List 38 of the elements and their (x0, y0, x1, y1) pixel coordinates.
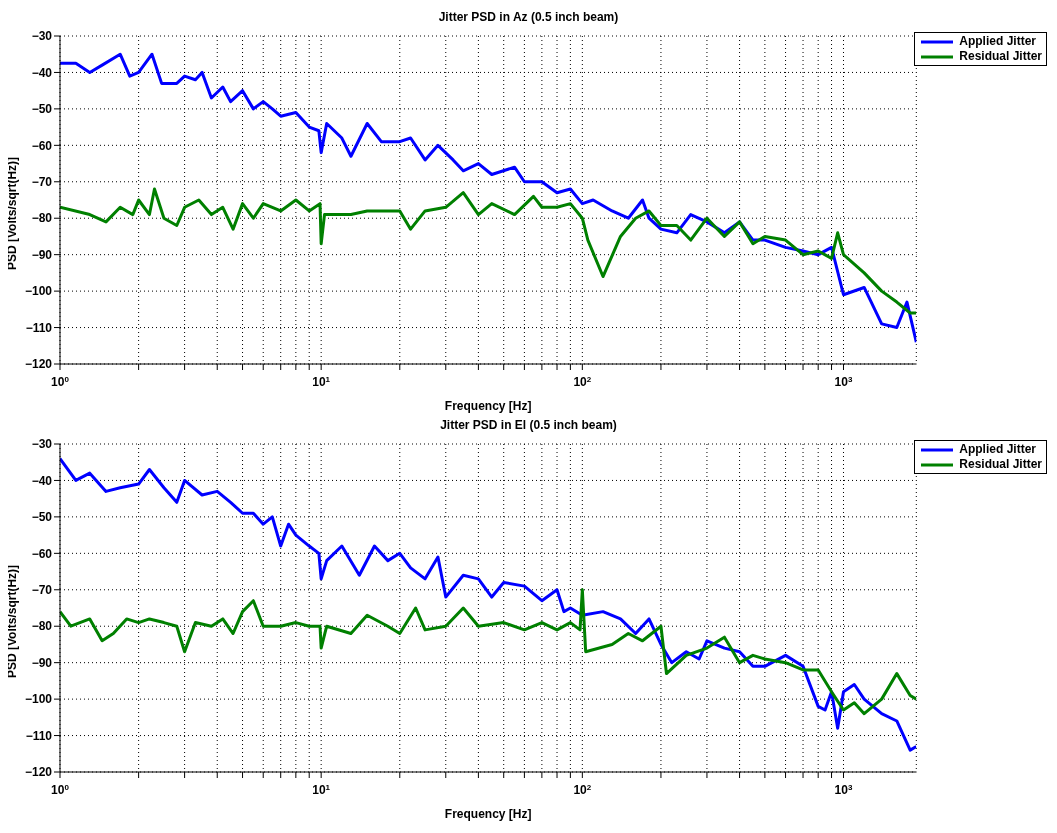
x-tick-label: 10$^{1}$ (312, 374, 331, 389)
chart-title: Jitter PSD in El (0.5 inch beam) (439, 417, 618, 434)
y-axis-title: PSD [Volts/sqrt(Hz)] (5, 564, 20, 678)
y-tick-label: −40 (31, 473, 53, 488)
y-axis-title: PSD [Volts/sqrt(Hz)] (5, 156, 20, 270)
x-axis-title: Frequency [Hz] (444, 399, 532, 413)
y-tick-label: −60 (31, 138, 53, 153)
x-tick-label: 10$^{0}$ (51, 374, 70, 389)
y-tick-label: −120 (24, 357, 53, 372)
y-tick-label: −40 (31, 65, 53, 80)
y-tick-label: −110 (25, 320, 53, 335)
x-tick-label: 10$^{0}$ (51, 782, 70, 797)
y-tick-label: −50 (31, 510, 53, 525)
x-tick-label: 10$^{2}$ (573, 374, 592, 389)
y-tick-label: −70 (31, 583, 53, 598)
y-tick-label: −120 (24, 765, 53, 780)
x-tick-label: 10$^{3}$ (834, 782, 853, 797)
legend-label: Applied Jitter (959, 442, 1036, 457)
chart-title: Jitter PSD in Az (0.5 inch beam) (437, 9, 620, 26)
y-tick-label: −90 (31, 247, 53, 262)
y-tick-label: −110 (25, 728, 53, 743)
y-tick-label: −60 (31, 546, 53, 561)
y-tick-label: −100 (24, 284, 53, 299)
legend-label: Residual Jitter (959, 49, 1042, 64)
y-tick-label: −80 (31, 211, 53, 226)
y-tick-label: −90 (31, 655, 53, 670)
y-tick-label: −100 (24, 692, 53, 707)
legend-label: Residual Jitter (959, 457, 1042, 472)
legend-label: Applied Jitter (959, 34, 1036, 49)
y-tick-label: −30 (31, 437, 53, 452)
y-tick-label: −50 (31, 102, 53, 117)
x-tick-label: 10$^{1}$ (312, 782, 331, 797)
y-tick-label: −70 (31, 175, 53, 190)
y-tick-label: −80 (31, 619, 53, 634)
x-tick-label: 10$^{2}$ (573, 782, 592, 797)
y-tick-label: −30 (31, 29, 53, 44)
x-axis-title: Frequency [Hz] (444, 807, 532, 821)
x-tick-label: 10$^{3}$ (834, 374, 853, 389)
